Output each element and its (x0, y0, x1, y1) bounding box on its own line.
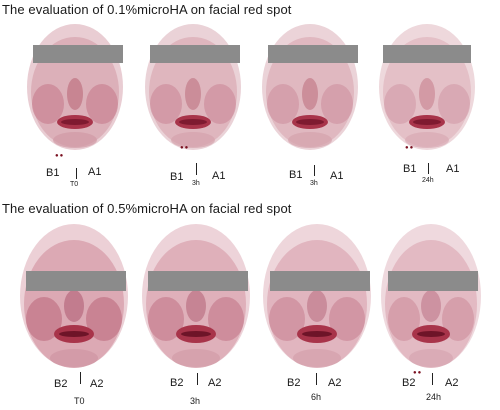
divider-tick (80, 372, 81, 384)
label-a1: A1 (88, 166, 102, 178)
time-label: T0 (70, 181, 79, 188)
marker-dots: ●● (405, 145, 415, 151)
time-label: 3h (310, 180, 318, 187)
divider-tick (314, 165, 315, 176)
time-label: T0 (74, 396, 85, 406)
section-title-0.5: The evaluation of 0.5%microHA on facial … (2, 201, 292, 216)
face-photo-b1-t0 (20, 22, 130, 152)
time-label: 24h (422, 177, 434, 184)
redaction-bar (33, 45, 123, 63)
face-photo-b1-3h-b (255, 22, 365, 152)
label-a2: A2 (445, 377, 459, 389)
redaction-bar (388, 271, 478, 291)
redaction-bar (270, 271, 370, 291)
face-photo-b2-6h (259, 224, 376, 372)
label-a1: A1 (212, 170, 226, 182)
redaction-bar (150, 45, 240, 63)
time-label: 6h (311, 392, 322, 402)
label-b1: B1 (46, 167, 60, 179)
divider-tick (76, 168, 77, 179)
redaction-bar (26, 271, 126, 291)
time-label: 3h (190, 396, 201, 406)
divider-tick (197, 373, 198, 385)
label-a2: A2 (208, 377, 222, 389)
divider-tick (196, 163, 197, 175)
time-label: 3h (192, 180, 200, 187)
section-title-0.1: The evaluation of 0.1%microHA on facial … (2, 2, 292, 17)
divider-tick (432, 373, 433, 385)
label-a1: A1 (330, 170, 344, 182)
marker-dots: ●● (413, 370, 423, 376)
face-photo-b2-t0 (16, 224, 133, 372)
face-photo-b2-3h (138, 224, 255, 372)
label-b2: B2 (170, 377, 184, 389)
label-b2: B2 (54, 378, 68, 390)
divider-tick (316, 373, 317, 385)
face-photo-b1-3h (138, 22, 248, 152)
label-b1: B1 (289, 169, 303, 181)
label-b1: B1 (170, 171, 184, 183)
time-label: 24h (426, 392, 442, 402)
divider-tick (428, 163, 429, 174)
redaction-bar (383, 45, 471, 63)
label-b1: B1 (403, 163, 417, 175)
label-a2: A2 (90, 378, 104, 390)
redaction-bar (268, 45, 358, 63)
marker-dots: ●● (180, 145, 190, 151)
label-a1: A1 (446, 163, 460, 175)
label-b2: B2 (287, 377, 301, 389)
label-a2: A2 (328, 377, 342, 389)
face-photo-b2-24h (378, 224, 484, 372)
redaction-bar (148, 271, 248, 291)
marker-dots: ●● (55, 153, 65, 159)
label-b2: B2 (402, 377, 416, 389)
face-photo-b1-24h (372, 22, 482, 152)
